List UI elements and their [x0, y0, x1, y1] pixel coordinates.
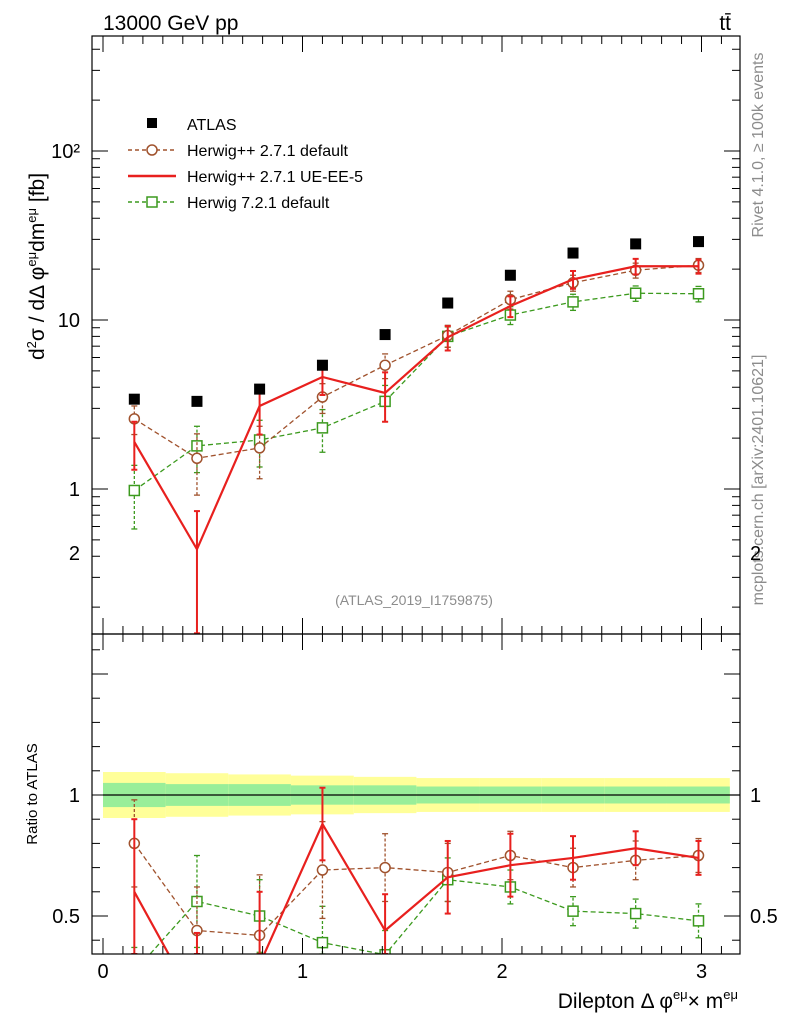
atlas-data-point	[128, 393, 140, 405]
herwig7-ratio-point	[692, 915, 705, 927]
process-label: tt̄	[719, 12, 731, 35]
ratio-y-title: Ratio to ATLAS	[24, 743, 41, 844]
atlas-data-point	[693, 236, 705, 248]
ratio-y-tick-label-right: 1	[750, 785, 761, 807]
ratio-marks	[128, 786, 705, 977]
ratio-frame	[91, 633, 741, 955]
x-axis-title-text: Dilepton Δ φeμ× meμ	[558, 987, 738, 1013]
atlas-data-point	[567, 247, 579, 259]
legend-marker-herwig7-default	[146, 196, 158, 208]
ratio-x-tick-label: 2	[496, 961, 507, 983]
x-axis-title: Dilepton Δ φeμ× meμ	[558, 987, 738, 1013]
main-y-tick-label: 10	[58, 310, 80, 332]
ratio-panel: 0 1 2 3 0.5 0.5 1 1 2 2	[52, 543, 778, 983]
herwigpp-default-main-point	[191, 452, 203, 465]
herwig7-main-point	[191, 440, 203, 452]
atlas-data-point	[254, 383, 266, 395]
ratio-y-tick-label: 1	[69, 785, 80, 807]
legend-label-herwigpp-ueee5: Herwig++ 2.7.1 UE-EE-5	[187, 169, 363, 186]
legend: ATLAS Herwig++ 2.7.1 default Herwig++ 2.…	[128, 117, 363, 212]
main-y-tick-label-100: 10²	[51, 141, 80, 163]
atlas-data-point	[630, 238, 642, 250]
ratio-y-tick-label-right: 0.5	[750, 906, 778, 928]
main-marks	[128, 236, 705, 634]
herwigpp-default-main-point	[379, 359, 391, 371]
ratio-x-tick-label: 3	[696, 961, 707, 983]
atlas-data-point	[504, 269, 516, 281]
ratio-bands	[103, 772, 740, 818]
herwig7-ratio-point	[629, 907, 642, 920]
herwig7-main-point	[316, 422, 329, 434]
herwig7-main-point	[567, 296, 579, 308]
herwig7-main-point	[692, 287, 705, 300]
atlas-data-point	[191, 395, 203, 407]
herwigpp-default-ratio-line	[133, 843, 699, 937]
ratio-y-tick-label-right: 2	[750, 543, 761, 565]
legend-marker-atlas	[147, 118, 157, 128]
herwig7-ratio-line	[149, 879, 699, 954]
legend-label-atlas: ATLAS	[187, 117, 237, 134]
legend-marker-herwigpp-default	[146, 144, 158, 156]
herwigpp-default-main-point	[253, 442, 266, 454]
main-y-title: d2σ / dΔ φeμdmeμ [fb]	[24, 173, 49, 360]
herwigpp-ueee5-ratio-line	[133, 821, 699, 954]
herwig7-main-point	[128, 484, 141, 497]
source-label: mcplots.cern.ch [arXiv:2401.10621]	[750, 355, 767, 606]
legend-label-herwigpp-default: Herwig++ 2.7.1 default	[187, 143, 349, 160]
herwig7-ratio-point	[567, 905, 579, 917]
main-axes: 1 10 10²	[51, 36, 740, 634]
herwigpp-default-ratio-point	[379, 861, 391, 874]
ratio-y-tick-label: 2	[69, 543, 80, 565]
herwig7-main-line	[133, 292, 699, 492]
herwigpp-default-main-line	[133, 264, 699, 459]
atlas-data-point	[442, 297, 454, 309]
ratio-y-tick-label: 0.5	[52, 906, 80, 928]
energy-label: 13000 GeV pp	[103, 12, 238, 35]
ratio-x-tick-label: 1	[297, 961, 308, 983]
rivet-label: Rivet 4.1.0, ≥ 100k events	[750, 53, 767, 238]
herwig7-ratio-point	[129, 967, 139, 977]
atlas-data-point	[316, 359, 328, 371]
legend-label-herwig7-default: Herwig 7.2.1 default	[187, 195, 330, 212]
herwig7-main-point	[629, 287, 642, 299]
analysis-label: (ATLAS_2019_I1759875)	[335, 592, 493, 608]
herwigpp-ueee5-main-line	[133, 265, 699, 552]
main-panel: 1 10 10² (ATLAS_2019_I1759875)	[51, 35, 741, 635]
main-y-tick-label: 1	[69, 479, 80, 501]
ratio-x-tick-label: 0	[97, 961, 108, 983]
herwigpp-default-ratio-point	[316, 864, 329, 876]
atlas-data-point	[379, 329, 391, 341]
main-y-title-text: d2σ / dΔ φeμdmeμ [fb]	[24, 173, 49, 360]
ratio-axes: 0 1 2 3 0.5 0.5 1 1 2 2	[52, 543, 778, 983]
